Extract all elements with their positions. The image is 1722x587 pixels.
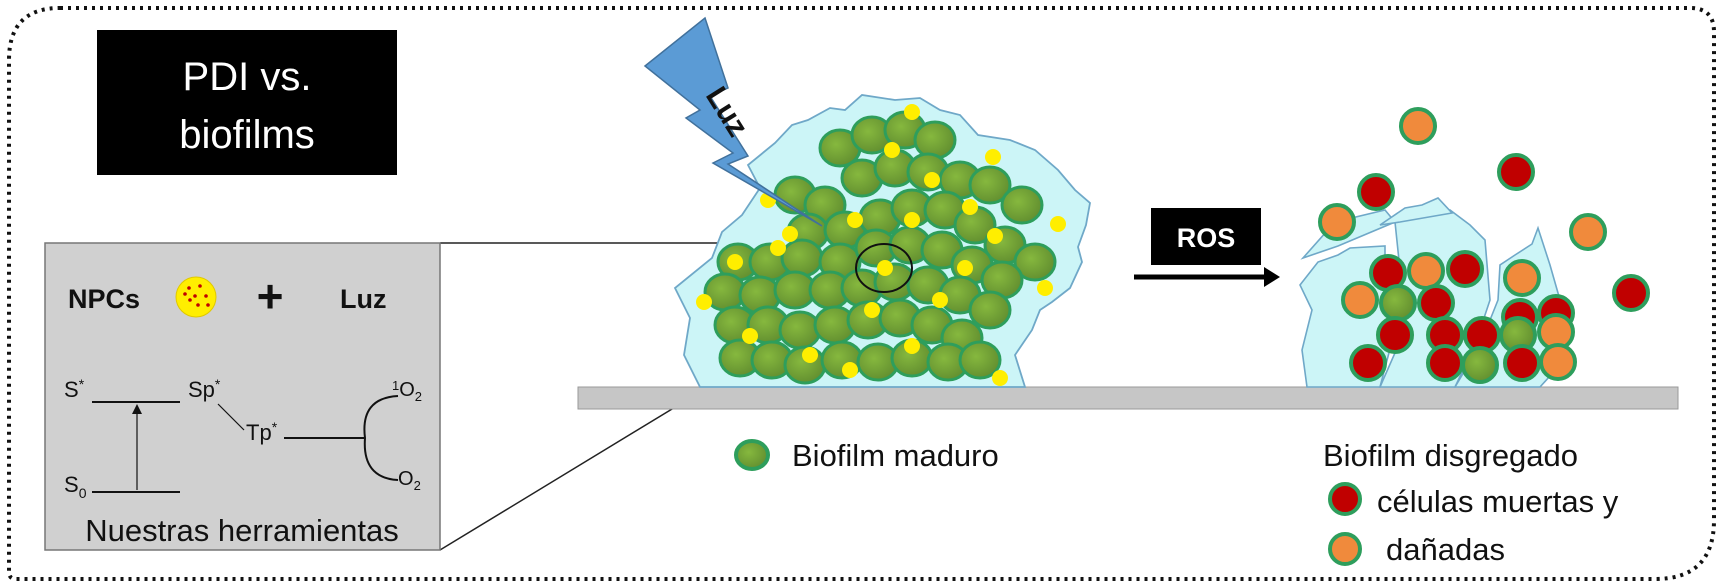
dead-cell [1349,344,1387,382]
nanoparticle [932,292,948,308]
nanoparticle [985,149,1001,165]
nanoparticle [1037,280,1053,296]
nanoparticle [987,228,1003,244]
nanoparticle [696,294,712,310]
damaged-cell [1318,203,1356,241]
nanoparticle [877,260,893,276]
tp-star-label: Tp* [246,419,278,445]
tools-panel-box [44,242,441,551]
ros-label: ROS [1177,223,1236,253]
substrate-surface [577,386,1679,410]
nanoparticle [727,254,743,270]
green-cell [958,340,1002,380]
biofilm-nanoparticles [696,104,1066,386]
damaged-cell [1407,252,1445,290]
damaged-cell [1569,213,1607,251]
nanoparticle [904,104,920,120]
nanoparticle [957,260,973,276]
nanoparticle [904,212,920,228]
disaggregated-cells [1318,107,1650,384]
legend-mature-biofilm: Biofilm maduro [792,438,999,473]
triplet-oxygen-label: O2 [398,468,421,493]
damaged-cell [1503,259,1541,297]
ros-arrow-head [1264,267,1280,287]
nanoparticle [884,142,900,158]
tools-caption: Nuestras herramientas [85,513,399,548]
dead-cell [1417,284,1455,322]
plus-sign: + [257,270,284,322]
sp-star-label: Sp* [188,376,221,402]
dead-cell [1612,274,1650,312]
nanoparticle [864,302,880,318]
title-line-2: biofilms [179,113,315,157]
jablonski-diagram [92,395,399,493]
legend-dead-cell-icon [1328,482,1362,516]
damaged-cell [1341,281,1379,319]
dead-cell [1497,153,1535,191]
title-box [97,30,397,175]
light-label: Luz [340,284,387,314]
green-cell [1379,284,1417,322]
nanoparticle-dots [183,284,210,307]
nanoparticle [1050,216,1066,232]
damaged-cell [1539,343,1577,381]
dead-cell [1446,250,1484,288]
title-line-1: PDI vs. [183,55,312,99]
zoom-circle [855,243,913,293]
legend-dead-cells-line1: células muertas y [1377,484,1619,519]
s0-label: S0 [64,472,87,501]
legend: Biofilm maduro Biofilm disgregado célula… [734,438,1619,567]
green-cell [1461,346,1499,384]
nanoparticle [962,199,978,215]
nanoparticle [802,347,818,363]
legend-disaggregated-biofilm: Biofilm disgregado [1323,438,1578,473]
green-cell [1013,242,1057,282]
dead-cell [1376,316,1414,354]
green-cell [780,238,824,278]
nanoparticle [742,328,758,344]
nanoparticle [847,212,863,228]
nanoparticle [924,172,940,188]
dead-cell [1357,173,1395,211]
npcs-label: NPCs [68,284,140,314]
dead-cell [1503,344,1541,382]
damaged-cell [1399,107,1437,145]
mature-biofilm [673,94,1091,388]
legend-dead-cells-line2: dañadas [1386,532,1505,567]
nanoparticle [782,226,798,242]
tools-panel: NPCs + Luz S* Sp* Tp* S0 1O2 O2 Nuestras… [44,242,441,551]
nanoparticle [842,362,858,378]
green-cell [968,290,1012,330]
green-cell [968,165,1012,205]
dotted-frame [7,6,1716,581]
legend-damaged-cell-icon [1328,532,1362,566]
disaggregated-biofilm [1299,107,1650,388]
nanoparticle [904,338,920,354]
legend-mature-cell-icon [734,439,770,471]
ros-box [1151,208,1261,265]
dead-cell [1426,344,1464,382]
singlet-oxygen-label: 1O2 [392,378,422,404]
green-cell [778,310,822,350]
nanoparticle [992,370,1008,386]
nanoparticle [770,240,786,256]
green-cell [913,120,957,160]
s-star-label: S* [64,376,85,402]
green-cell [1000,185,1044,225]
